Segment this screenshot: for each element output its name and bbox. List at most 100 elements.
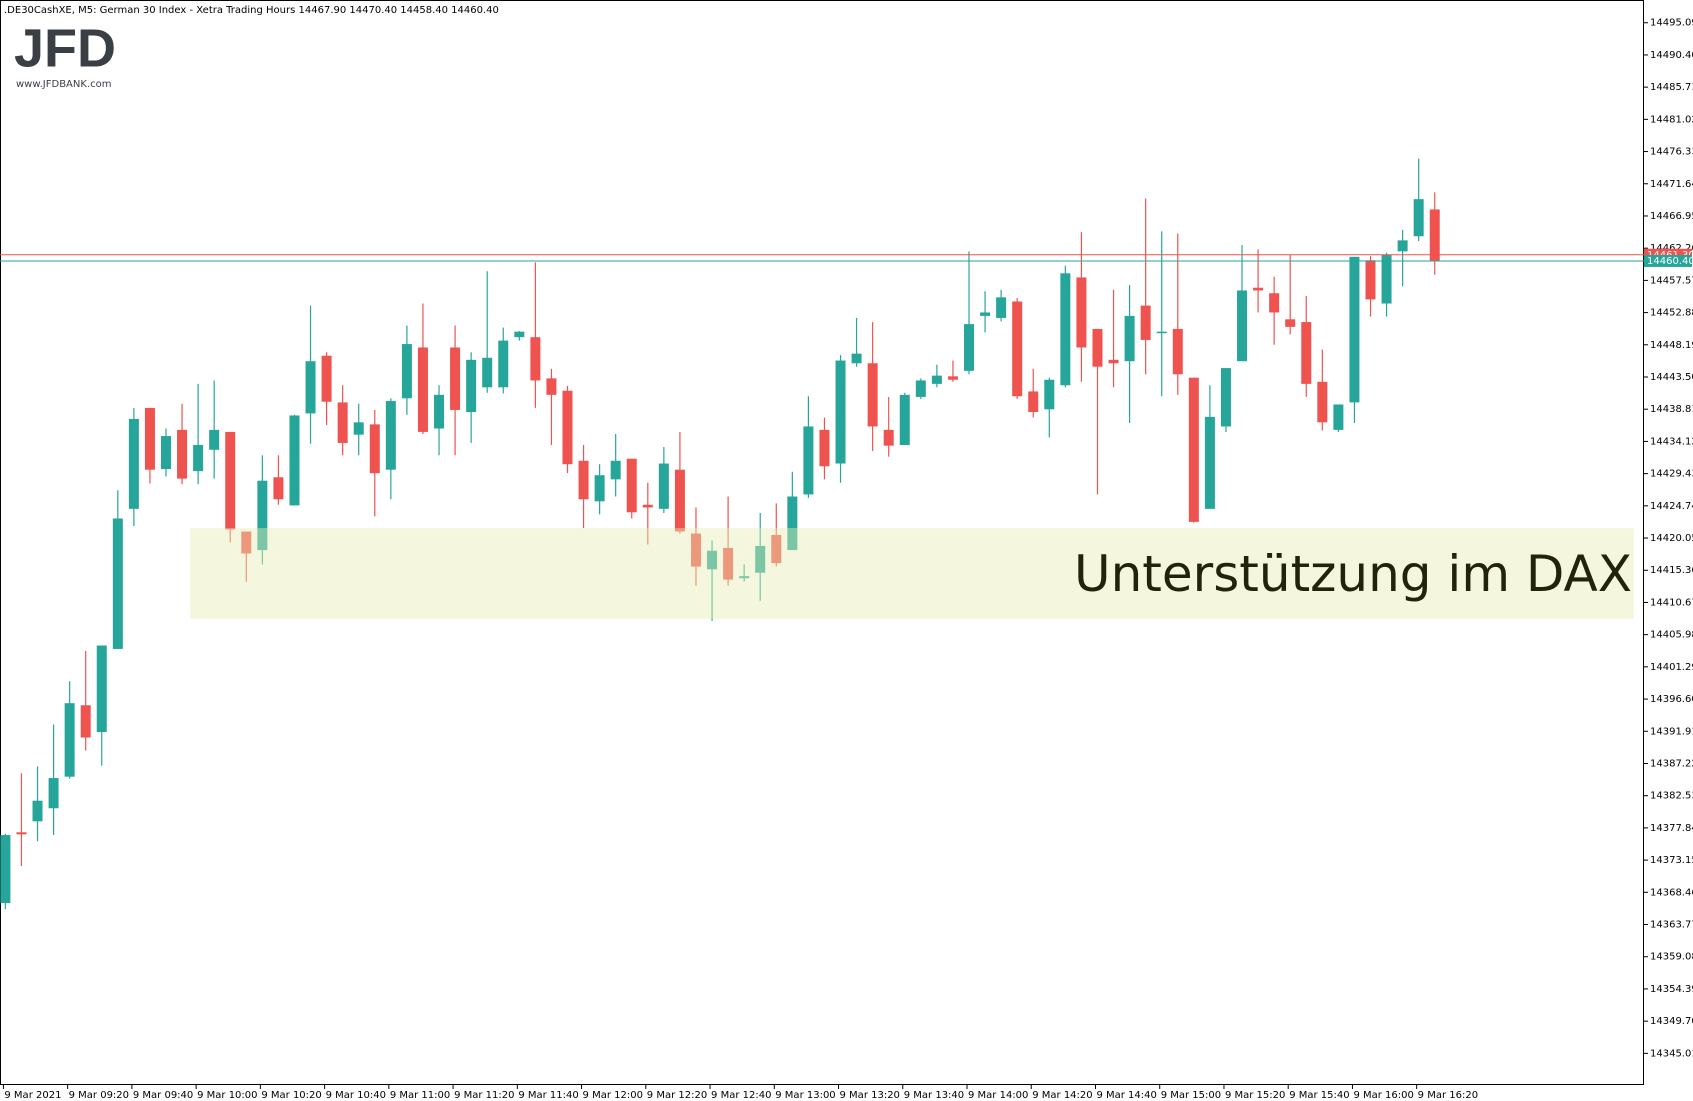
y-tick-label: 14443.50 [1650, 372, 1693, 383]
support-zone [190, 528, 1635, 619]
candle-body [578, 460, 589, 500]
x-tick-label: 9 Mar 11:40 [518, 1090, 578, 1101]
support-zone-label: Unterstützung im DAX [1074, 545, 1632, 603]
candle-body [787, 496, 798, 551]
chart-title: .DE30CashXE, M5: German 30 Index - Xetra… [4, 5, 499, 16]
candle-body [1397, 240, 1408, 252]
x-tick-label: 9 Mar 12:20 [647, 1090, 707, 1101]
candle-body [1172, 328, 1183, 375]
candle-body [530, 337, 541, 381]
candle-body [819, 429, 830, 467]
candle-body [144, 407, 155, 470]
candle-body [723, 547, 734, 580]
candle-body [739, 576, 750, 579]
candle-body [0, 835, 11, 904]
candle-body [594, 475, 605, 502]
candle-body [112, 518, 123, 649]
candle-body [128, 418, 139, 509]
x-tick-label: 9 Mar 14:40 [1096, 1090, 1156, 1101]
y-tick-label: 14345.01 [1650, 1048, 1693, 1059]
candle-body [1220, 368, 1231, 427]
y-tick-label: 14481.02 [1650, 114, 1693, 125]
x-tick-label: 9 Mar 13:40 [904, 1090, 964, 1101]
candle-body [1076, 277, 1087, 348]
candle-body [690, 533, 701, 567]
candle-body [771, 534, 782, 564]
candle-body [1429, 209, 1440, 261]
candle-body [1156, 331, 1167, 334]
candle-body [996, 297, 1007, 318]
candle-body [851, 353, 862, 364]
candle-body [64, 703, 75, 777]
y-tick-label: 14457.57 [1650, 275, 1693, 286]
x-tick-label: 9 Mar 11:20 [454, 1090, 514, 1101]
candle-body [96, 645, 107, 733]
candle-body [482, 357, 493, 388]
candle-body [1317, 381, 1328, 423]
y-tick-label: 14485.71 [1650, 82, 1693, 93]
candle-body [1108, 359, 1119, 364]
candle-body [450, 347, 461, 410]
candle-body [931, 375, 942, 384]
x-tick-label: 9 Mar 16:00 [1353, 1090, 1413, 1101]
candle-body [177, 429, 188, 479]
candle-body [947, 376, 958, 380]
candle-body [321, 355, 332, 402]
candle-body [1044, 379, 1055, 410]
candle-body [674, 469, 685, 532]
candle-body [257, 480, 268, 551]
candle-body [466, 359, 477, 413]
bid-label: 14460.40 [1647, 256, 1693, 267]
x-tick-label: 9 Mar 13:20 [840, 1090, 900, 1101]
y-tick-label: 14495.09 [1650, 18, 1693, 29]
y-tick-label: 14415.36 [1650, 565, 1693, 576]
y-tick-label: 14429.43 [1650, 469, 1693, 480]
x-tick-label: 9 Mar 12:00 [583, 1090, 643, 1101]
y-tick-label: 14405.98 [1650, 630, 1693, 641]
y-tick-label: 14391.91 [1650, 726, 1693, 737]
candle-body [1269, 293, 1280, 313]
candle-body [241, 531, 252, 554]
candle-body [755, 545, 766, 573]
candle-body [48, 778, 59, 809]
candle-body [289, 415, 300, 506]
y-tick-label: 14420.05 [1650, 533, 1693, 544]
y-tick-label: 14368.46 [1650, 887, 1693, 898]
candle-body [1204, 416, 1215, 509]
y-tick-label: 14354.39 [1650, 984, 1693, 995]
candle-body [369, 424, 380, 474]
y-tick-label: 14377.84 [1650, 823, 1693, 834]
candle-body [1381, 254, 1392, 304]
y-tick-label: 14452.88 [1650, 308, 1693, 319]
x-tick-label: 9 Mar 14:20 [1032, 1090, 1092, 1101]
y-tick-label: 14387.22 [1650, 758, 1693, 769]
candle-body [16, 832, 27, 835]
candle-body [498, 340, 509, 388]
y-tick-label: 14424.74 [1650, 501, 1693, 512]
logo-url: www.JFDBANK.com [16, 79, 111, 90]
candle-body [1012, 301, 1023, 397]
candle-body [1413, 199, 1424, 237]
candle-body [883, 429, 894, 446]
y-tick-label: 14476.33 [1650, 147, 1693, 158]
x-tick-label: 9 Mar 13:00 [775, 1090, 835, 1101]
y-tick-label: 14363.77 [1650, 920, 1693, 931]
candle-body [385, 401, 396, 470]
candle-body [642, 504, 653, 508]
y-tick-label: 14462.26 [1650, 243, 1693, 254]
candle-body [1140, 305, 1151, 340]
candle-body [803, 426, 814, 495]
y-tick-label: 14438.81 [1650, 404, 1693, 415]
x-tick-label: 9 Mar 15:40 [1289, 1090, 1349, 1101]
candle-body [707, 550, 718, 570]
candle-body [658, 463, 669, 509]
candle-body [417, 347, 428, 432]
y-tick-label: 14448.19 [1650, 340, 1693, 351]
candle-body [1301, 322, 1312, 384]
candle-body [964, 324, 974, 371]
bid-label-box [1644, 254, 1692, 267]
candle-body [434, 394, 445, 429]
candle-body [80, 705, 91, 738]
candle-body [1092, 328, 1103, 367]
